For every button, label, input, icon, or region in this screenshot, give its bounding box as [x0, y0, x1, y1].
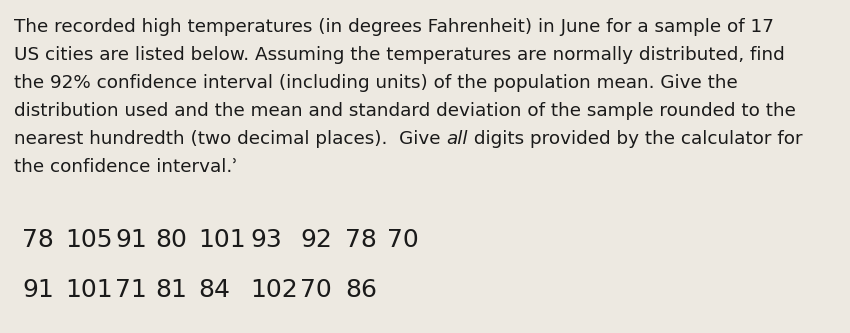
Text: 105: 105: [65, 228, 112, 252]
Text: 101: 101: [65, 278, 112, 302]
Text: the confidence interval.ʾ: the confidence interval.ʾ: [14, 158, 238, 176]
Text: nearest hundredth (two decimal places).  Give: nearest hundredth (two decimal places). …: [14, 130, 446, 148]
Text: 92: 92: [300, 228, 332, 252]
Text: all: all: [446, 130, 468, 148]
Text: 78: 78: [22, 228, 54, 252]
Text: 84: 84: [198, 278, 230, 302]
Text: 101: 101: [198, 228, 246, 252]
Text: distribution used and the mean and standard deviation of the sample rounded to t: distribution used and the mean and stand…: [14, 102, 796, 120]
Text: the 92% confidence interval (including units) of the population mean. Give the: the 92% confidence interval (including u…: [14, 74, 738, 92]
Text: 91: 91: [22, 278, 54, 302]
Text: digits provided by the calculator for: digits provided by the calculator for: [468, 130, 802, 148]
Text: 93: 93: [250, 228, 281, 252]
Text: 70: 70: [387, 228, 419, 252]
Text: The recorded high temperatures (in degrees Fahrenheit) in June for a sample of 1: The recorded high temperatures (in degre…: [14, 18, 774, 36]
Text: 102: 102: [250, 278, 298, 302]
Text: 70: 70: [300, 278, 332, 302]
Text: 71: 71: [115, 278, 147, 302]
Text: 80: 80: [155, 228, 187, 252]
Text: 91: 91: [115, 228, 147, 252]
Text: 86: 86: [345, 278, 377, 302]
Text: 78: 78: [345, 228, 377, 252]
Text: 81: 81: [155, 278, 187, 302]
Text: US cities are listed below. Assuming the temperatures are normally distributed, : US cities are listed below. Assuming the…: [14, 46, 785, 64]
